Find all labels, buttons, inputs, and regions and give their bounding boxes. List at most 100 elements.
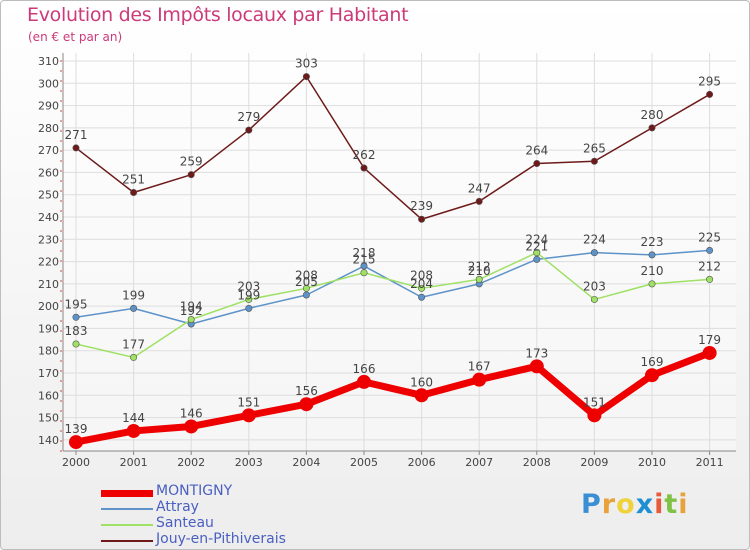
- chart-subtitle: (en € et par an): [28, 30, 123, 44]
- series-line-3: [75, 75, 710, 220]
- data-point: [590, 249, 598, 257]
- logo-letter: i: [654, 489, 665, 520]
- y-tick-label: 200: [38, 300, 59, 313]
- data-point: [418, 284, 426, 292]
- data-point: [648, 124, 656, 132]
- data-label: 262: [353, 148, 376, 162]
- data-point: [648, 251, 656, 259]
- data-label: 239: [410, 199, 433, 213]
- legend-label: MONTIGNY: [156, 483, 233, 499]
- y-tick-label: 310: [38, 55, 59, 68]
- x-tick-label: 2007: [465, 456, 493, 469]
- data-label: 183: [65, 324, 88, 338]
- legend-label: Attray: [156, 499, 199, 515]
- series-line-0: [75, 349, 711, 446]
- data-point: [69, 435, 83, 450]
- legend-swatch: [101, 524, 153, 526]
- data-label: 271: [65, 128, 88, 142]
- y-tick-label: 300: [38, 77, 59, 90]
- data-label: 265: [583, 141, 606, 155]
- logo-letter: r: [601, 489, 617, 520]
- data-label: 160: [410, 375, 433, 389]
- data-label: 203: [237, 279, 260, 293]
- data-label: 144: [122, 411, 145, 425]
- data-label: 218: [353, 246, 376, 260]
- y-tick-label: 150: [38, 412, 59, 425]
- data-point: [533, 160, 541, 168]
- data-label: 146: [180, 406, 203, 420]
- data-label: 280: [641, 108, 664, 122]
- data-point: [414, 388, 429, 403]
- data-point: [130, 188, 138, 196]
- x-tick-label: 2006: [408, 456, 436, 469]
- data-point: [590, 157, 598, 165]
- logo-letter: i: [678, 489, 689, 520]
- logo-letter: x: [635, 489, 655, 520]
- legend-swatch: [101, 489, 153, 497]
- data-point: [187, 316, 195, 324]
- data-label: 199: [122, 288, 145, 302]
- data-point: [130, 304, 138, 312]
- y-tick-label: 170: [38, 367, 59, 380]
- data-point: [245, 304, 253, 312]
- data-label: 223: [641, 235, 664, 249]
- data-label: 177: [122, 337, 145, 351]
- x-tick-label: 2011: [696, 456, 724, 469]
- chart-title: Evolution des Impôts locaux par Habitant: [27, 4, 409, 26]
- data-label: 151: [583, 395, 606, 409]
- x-tick-label: 2008: [523, 456, 551, 469]
- data-point: [187, 171, 195, 179]
- data-label: 205: [295, 275, 318, 289]
- logo-letter: t: [664, 489, 679, 520]
- y-tick-label: 180: [38, 345, 59, 358]
- data-point: [245, 295, 253, 303]
- proxiti-logo: Proxiti: [581, 489, 689, 520]
- data-label: 151: [237, 395, 260, 409]
- y-tick-label: 290: [38, 100, 59, 113]
- series-line-1: [75, 249, 710, 325]
- data-label: 210: [468, 264, 491, 278]
- y-tick-label: 160: [38, 389, 59, 402]
- data-point: [130, 353, 138, 361]
- data-label: 212: [468, 259, 491, 273]
- y-tick-label: 280: [38, 122, 59, 135]
- data-label: 215: [353, 253, 376, 267]
- data-label: 195: [65, 297, 88, 311]
- plot-area: [63, 53, 736, 451]
- data-label: 225: [698, 230, 721, 244]
- data-label: 221: [525, 239, 548, 253]
- data-point: [533, 249, 541, 257]
- data-label: 194: [180, 300, 203, 314]
- data-point: [360, 164, 368, 172]
- data-label: 224: [583, 233, 606, 247]
- data-point: [418, 215, 426, 223]
- y-tick-label: 210: [38, 278, 59, 291]
- data-label: 208: [295, 268, 318, 282]
- y-tick-label: 190: [38, 322, 59, 335]
- data-point: [245, 126, 253, 134]
- y-tick-label: 250: [38, 189, 59, 202]
- data-point: [360, 269, 368, 277]
- data-point: [302, 73, 310, 81]
- data-point: [702, 345, 717, 360]
- data-point: [648, 280, 656, 288]
- y-tick-label: 220: [38, 256, 59, 269]
- data-point: [706, 90, 714, 98]
- data-label: 139: [65, 422, 88, 436]
- x-tick-label: 2004: [292, 456, 320, 469]
- data-label: 179: [698, 333, 721, 347]
- data-point: [302, 291, 310, 299]
- logo-letter: o: [616, 489, 636, 520]
- data-label: 166: [353, 362, 376, 376]
- data-point: [475, 197, 483, 205]
- data-point: [72, 340, 80, 348]
- y-tick-label: 230: [38, 233, 59, 246]
- data-label: 203: [583, 279, 606, 293]
- data-point: [533, 255, 541, 263]
- x-tick-label: 2001: [120, 456, 148, 469]
- data-label: 210: [641, 264, 664, 278]
- data-point: [706, 275, 714, 283]
- data-label: 247: [468, 181, 491, 195]
- x-tick-label: 2010: [638, 456, 666, 469]
